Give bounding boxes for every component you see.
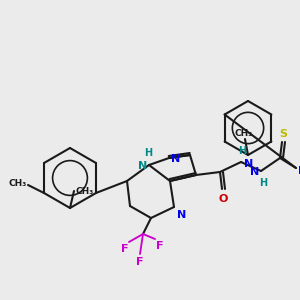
Text: O: O	[218, 194, 228, 204]
Text: CH₃: CH₃	[76, 188, 94, 196]
Text: N: N	[177, 210, 186, 220]
Text: N: N	[244, 159, 253, 169]
Text: H: H	[238, 146, 246, 156]
Text: F: F	[121, 244, 128, 254]
Text: N: N	[250, 167, 259, 177]
Text: N: N	[298, 166, 300, 176]
Text: N: N	[138, 161, 147, 171]
Text: CH₃: CH₃	[235, 129, 253, 138]
Text: H: H	[259, 178, 267, 188]
Text: F: F	[156, 241, 164, 251]
Text: CH₃: CH₃	[9, 179, 27, 188]
Text: H: H	[144, 148, 152, 158]
Text: F: F	[136, 257, 144, 267]
Text: S: S	[279, 129, 287, 139]
Text: N: N	[171, 154, 180, 164]
